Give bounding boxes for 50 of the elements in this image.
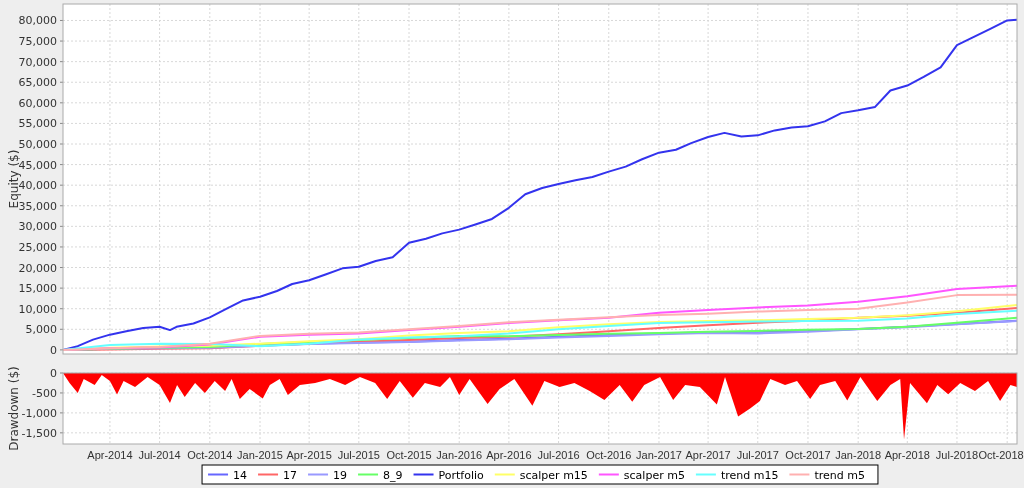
x-tick-label: Oct-2016 (586, 449, 632, 461)
x-tick-label: Jul-2018 (935, 449, 979, 461)
x-tick-label: Jan-2016 (436, 449, 483, 461)
y-tick-label: 75,000 (18, 35, 57, 49)
x-tick-label: Jul-2016 (537, 449, 580, 461)
y-tick-label: 40,000 (18, 179, 57, 193)
legend-label: Portfolio (438, 468, 485, 482)
line-series (62, 18, 1018, 351)
y-tick-label: -1,000 (21, 406, 57, 420)
x-tick-label: Apr-2015 (286, 449, 332, 461)
y-tick-label: 15,000 (18, 282, 57, 296)
y-tick-label: 30,000 (18, 220, 57, 234)
x-tick-label: Oct-2018 (978, 449, 1024, 461)
x-tick-label: Oct-2014 (187, 449, 233, 461)
legend-label: 14 (233, 468, 248, 482)
y-tick-label: 35,000 (18, 199, 57, 213)
y-tick-label: 5,000 (25, 323, 57, 337)
y-tick-label: 0 (50, 343, 57, 357)
x-tick-label: Apr-2014 (87, 449, 133, 461)
y-tick-label: 20,000 (18, 261, 57, 275)
y-tick-label: 60,000 (18, 96, 57, 110)
legend-label: trend m15 (720, 468, 779, 482)
x-tick-label: Jul-2017 (736, 449, 779, 461)
x-tick-label: Jan-2017 (636, 449, 682, 461)
y-tick-label: 80,000 (18, 14, 57, 28)
legend-label: scalper m15 (519, 468, 588, 482)
y-tick-label: 70,000 (18, 55, 57, 69)
y-tick-label: 55,000 (18, 117, 57, 131)
legend-label: scalper m5 (623, 468, 685, 482)
legend-label: 19 (333, 468, 348, 482)
x-tick-label: Oct-2017 (785, 449, 831, 461)
x-tick-label: Apr-2017 (685, 449, 731, 461)
y-tick-label: 65,000 (18, 76, 57, 90)
x-tick-label: Oct-2015 (386, 449, 432, 461)
y-axis-title: Drawdown ($) (7, 366, 21, 451)
y-tick-label: 25,000 (18, 240, 57, 254)
y-tick-label: 10,000 (18, 302, 57, 316)
x-tick-label: Jul-2014 (138, 449, 181, 461)
legend-label: trend m5 (814, 468, 865, 482)
y-tick-label: 50,000 (18, 138, 57, 151)
x-tick-label: Apr-2016 (486, 449, 532, 461)
x-tick-label: Apr-2018 (884, 449, 930, 461)
x-tick-label: Jul-2015 (337, 449, 380, 461)
legend-label: 17 (283, 468, 298, 482)
y-tick-label: -1,500 (21, 426, 57, 440)
y-tick-label: 0 (50, 367, 57, 380)
x-tick-label: Jan-2015 (237, 449, 283, 461)
x-tick-label: Jan-2018 (835, 449, 882, 461)
legend-label: 8_9 (383, 468, 403, 482)
y-tick-label: -500 (32, 386, 57, 400)
